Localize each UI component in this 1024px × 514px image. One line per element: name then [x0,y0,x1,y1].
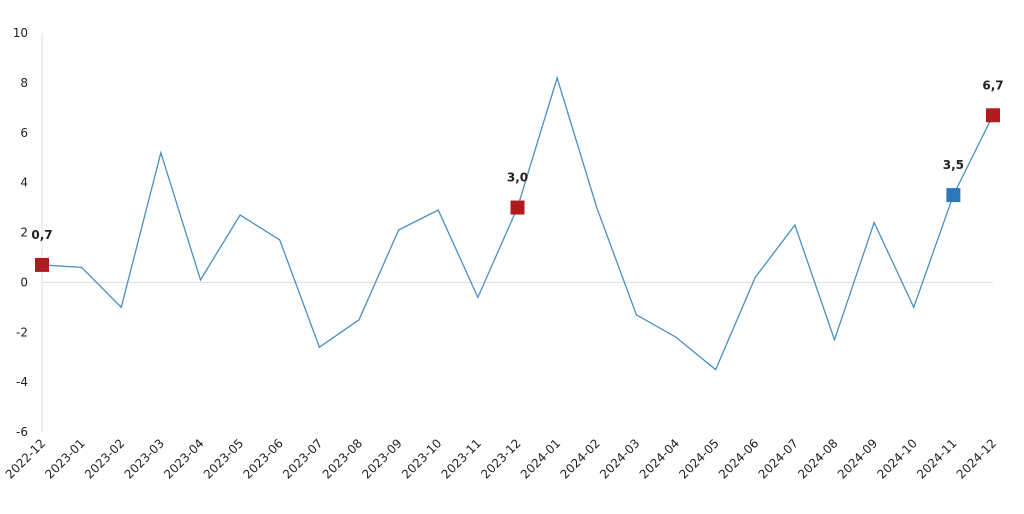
x-tick-label: 2024-11 [914,436,959,481]
x-tick-label: 2023-01 [42,436,87,481]
x-tick-label: 2024-02 [558,436,603,481]
marker [35,257,49,272]
x-tick-label: 2023-03 [122,436,167,481]
y-tick-label: 8 [20,76,28,90]
y-tick-label: 4 [20,176,28,190]
x-tick-label: 2023-02 [82,436,127,481]
x-tick-label: 2024-04 [637,436,682,481]
y-tick-label: 10 [13,26,28,40]
marker [510,200,525,215]
y-tick-label: 0 [20,275,28,289]
x-tick-label: 2024-10 [875,436,920,481]
x-tick-label: 2022-12 [3,436,48,481]
x-tick-label: 2023-08 [320,436,365,481]
data-label: 3,5 [943,158,964,172]
line [41,75,994,371]
x-tick-label: 2023-05 [201,436,246,481]
y-tick-label: -4 [16,375,28,389]
x-tick-label: 2023-11 [439,436,484,481]
marker [946,188,961,203]
x-tick-label: 2023-09 [359,436,404,481]
y-tick-label: 6 [20,126,28,140]
x-tick-label: 2023-07 [280,436,325,481]
x-tick-label: 2024-01 [518,436,563,481]
x-tick-label: 2024-06 [716,436,761,481]
x-tick-label: 2023-10 [399,436,444,481]
y-tick-label: 2 [20,226,28,240]
x-tick-label: 2024-08 [795,436,840,481]
data-label: 6,7 [982,78,1003,92]
x-tick-label: 2024-12 [954,436,999,481]
marker [986,108,1000,123]
x-tick-label: 2023-12 [478,436,523,481]
x-tick-label: 2024-03 [597,436,642,481]
y-tick-label: -6 [16,425,28,439]
x-tick-label: 2024-09 [835,436,880,481]
x-tick-label: 2023-04 [161,436,206,481]
data-label: 0,7 [31,228,52,242]
x-tick-label: 2024-07 [756,436,801,481]
y-tick-label: -2 [16,325,28,339]
x-tick-label: 2024-05 [676,436,721,481]
x-tick-label: 2023-06 [241,436,286,481]
data-label: 3,0 [507,171,528,185]
